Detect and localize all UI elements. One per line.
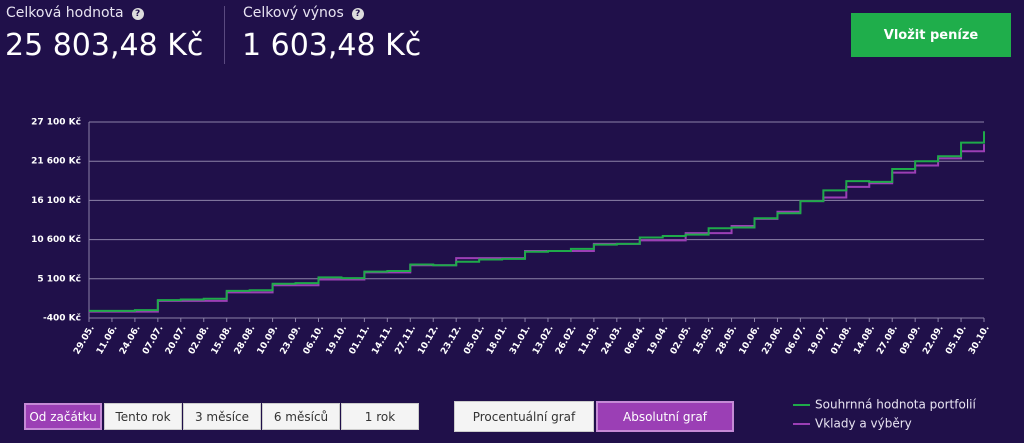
x-tick-label: 18.01. — [485, 324, 510, 357]
x-tick-label: 06.07. — [784, 324, 809, 357]
x-tick-label: 23.06. — [761, 324, 786, 357]
y-tick-label: 27 100 Kč — [31, 117, 81, 128]
x-tick-label: 28.05. — [715, 324, 740, 357]
help-icon[interactable]: ? — [351, 8, 364, 20]
x-tick-label: 22.09. — [921, 324, 946, 357]
mode-button[interactable]: Procentuální graf — [454, 401, 594, 432]
x-tick-label: 23.09. — [279, 324, 304, 357]
x-tick-label: 23.12. — [439, 324, 464, 357]
x-tick-label: 30.10. — [967, 324, 992, 357]
x-tick-label: 01.11. — [348, 324, 373, 357]
x-tick-label: 02.05. — [669, 324, 694, 357]
deposit-button[interactable]: Vložit peníze — [851, 13, 1011, 57]
x-tick-label: 13.02. — [531, 324, 556, 357]
y-tick-label: -400 Kč — [43, 313, 81, 324]
series-line — [89, 131, 985, 312]
x-tick-label: 05.10. — [944, 324, 969, 357]
x-tick-label: 14.08. — [852, 324, 877, 357]
x-tick-label: 10.12. — [416, 324, 441, 357]
series-line — [89, 144, 985, 313]
x-tick-label: 24.03. — [600, 324, 625, 357]
x-tick-label: 26.02. — [554, 324, 579, 357]
x-tick-label: 15.08. — [210, 324, 235, 357]
x-tick-label: 27.11. — [393, 324, 418, 357]
x-tick-label: 28.08. — [233, 324, 258, 357]
y-tick-label: 21 600 Kč — [31, 156, 81, 167]
x-tick-label: 10.09. — [256, 324, 281, 357]
x-tick-label: 06.10. — [302, 324, 327, 357]
total-label: Celková hodnota? — [6, 5, 144, 21]
x-tick-label: 19.04. — [646, 324, 671, 357]
help-icon[interactable]: ? — [131, 8, 144, 20]
legend-label: Souhrnná hodnota portfolií — [815, 398, 976, 412]
x-tick-label: 06.04. — [623, 324, 648, 357]
separator — [224, 6, 225, 64]
period-button[interactable]: Tento rok — [104, 403, 182, 430]
x-tick-label: 29.05. — [72, 324, 97, 357]
mode-button[interactable]: Absolutní graf — [596, 401, 734, 432]
yield-label: Celkový výnos? — [243, 5, 364, 21]
period-button[interactable]: 3 měsíce — [183, 403, 261, 430]
legend-label: Vklady a výběry — [815, 417, 912, 431]
total-value: 25 803,48 Kč — [5, 28, 204, 63]
x-tick-label: 31.01. — [508, 324, 533, 357]
x-tick-label: 02.08. — [187, 324, 212, 357]
period-button[interactable]: Od začátku — [24, 403, 102, 430]
x-tick-label: 15.05. — [692, 324, 717, 357]
x-tick-label: 10.06. — [738, 324, 763, 357]
x-tick-label: 05.01. — [462, 324, 487, 357]
x-tick-label: 20.07. — [164, 324, 189, 357]
x-tick-label: 01.08. — [829, 324, 854, 357]
x-tick-label: 24.06. — [118, 324, 143, 357]
x-tick-label: 09.09. — [898, 324, 923, 357]
period-button[interactable]: 1 rok — [341, 403, 419, 430]
x-tick-label: 14.11. — [370, 324, 395, 357]
x-tick-label: 11.06. — [95, 324, 120, 357]
x-tick-label: 27.08. — [875, 324, 900, 357]
x-tick-label: 11.03. — [577, 324, 602, 357]
x-tick-label: 19.10. — [325, 324, 350, 357]
total-label-text: Celková hodnota — [6, 5, 124, 21]
x-tick-label: 19.07. — [807, 324, 832, 357]
period-button[interactable]: 6 měsíců — [262, 403, 340, 430]
yield-value: 1 603,48 Kč — [242, 28, 422, 63]
yield-label-text: Celkový výnos — [243, 5, 344, 21]
y-tick-label: 10 600 Kč — [31, 234, 81, 245]
y-tick-label: 5 100 Kč — [37, 273, 81, 284]
x-tick-label: 07.07. — [141, 324, 166, 357]
y-tick-label: 16 100 Kč — [31, 195, 81, 206]
